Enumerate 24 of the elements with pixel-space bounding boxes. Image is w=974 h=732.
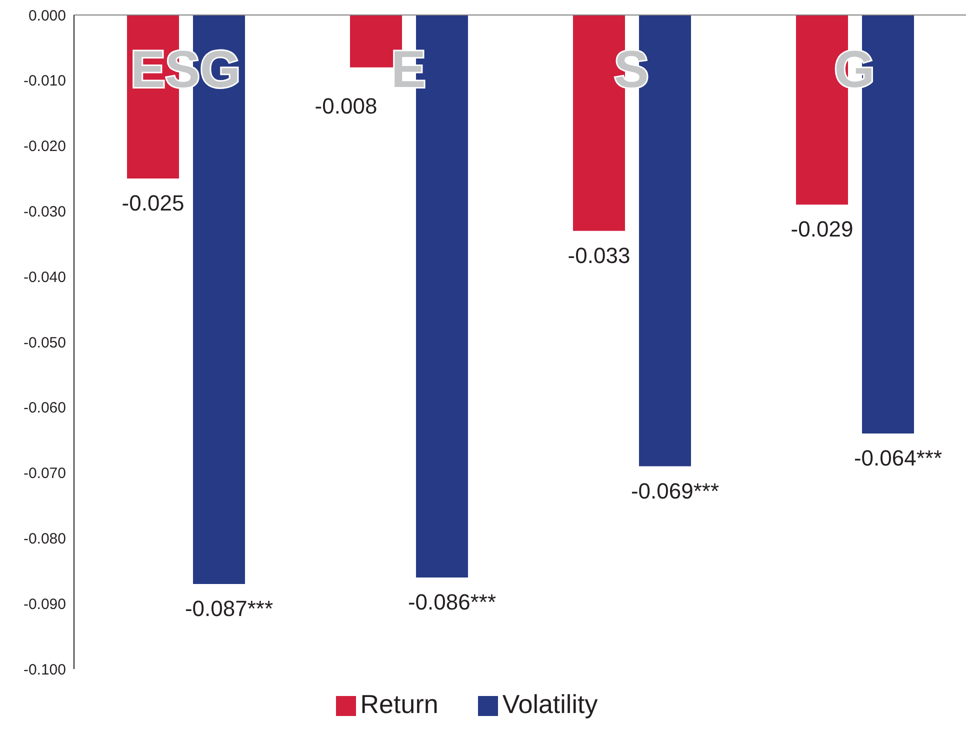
data-label: -0.029 [790, 216, 854, 242]
data-label: -0.087*** [184, 596, 274, 621]
data-label: -0.033 [568, 242, 630, 268]
y-tick-label: -0.060 [23, 400, 66, 417]
x-tick-label: G [834, 41, 875, 99]
x-tick-label: S [614, 41, 649, 99]
x-tick-label: ESG [130, 41, 240, 99]
data-label: -0.008 [314, 93, 378, 118]
y-tick-label: -0.090 [23, 596, 66, 613]
y-tick-label: -0.030 [23, 204, 66, 221]
legend-label: Volatility [502, 689, 598, 719]
y-tick-label: 0.000 [28, 7, 66, 24]
y-tick-label: -0.050 [23, 334, 66, 352]
data-label: -0.086*** [408, 589, 496, 614]
data-label: -0.069*** [630, 478, 720, 504]
y-tick-label: -0.010 [23, 72, 66, 90]
y-tick-label: -0.070 [23, 465, 66, 482]
y-tick-label: -0.020 [23, 138, 66, 156]
data-label: -0.064*** [854, 446, 942, 471]
y-tick-label: -0.100 [23, 661, 66, 678]
data-label: -0.025 [122, 190, 184, 216]
legend-label: Return [360, 689, 438, 719]
y-tick-label: -0.040 [23, 268, 66, 286]
y-tick-label: -0.080 [23, 530, 66, 548]
